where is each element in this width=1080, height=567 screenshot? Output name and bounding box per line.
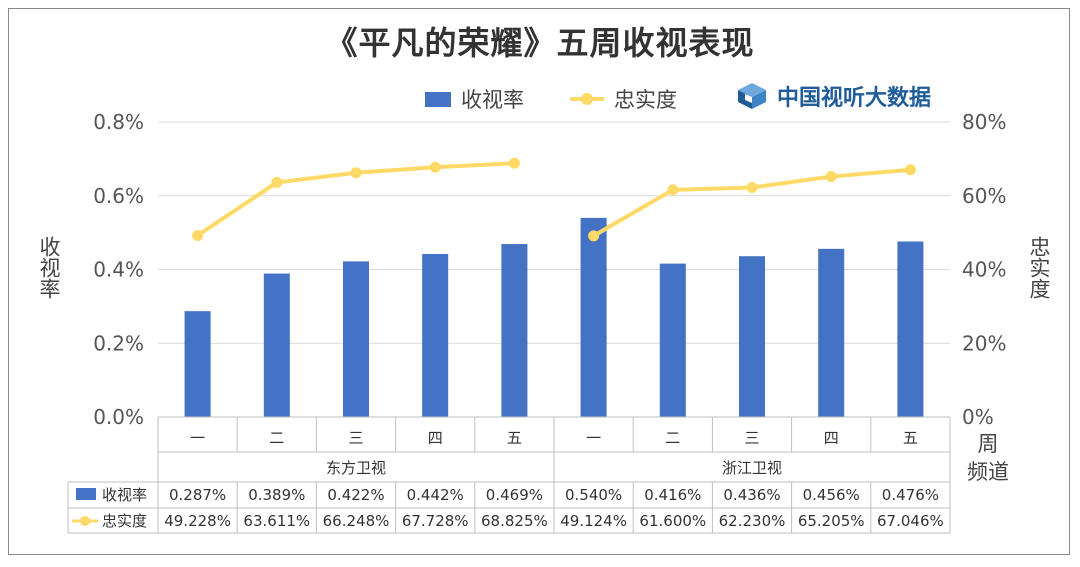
bar bbox=[263, 273, 290, 417]
line-value-label: 65.205% bbox=[798, 512, 865, 530]
chart-title: 《平凡的荣耀》五周收视表现 bbox=[325, 24, 755, 62]
line-point bbox=[271, 176, 283, 188]
series-line bbox=[592, 167, 911, 238]
category-label: 四 bbox=[824, 429, 839, 447]
category-label: 二 bbox=[269, 429, 284, 447]
cube-logo-icon bbox=[738, 83, 766, 109]
right-tick-label: 20% bbox=[962, 331, 1006, 355]
bar-value-label: 0.389% bbox=[248, 486, 305, 504]
line-point bbox=[667, 184, 679, 196]
logo-text: 中国视听大数据 bbox=[777, 85, 932, 111]
group-label: 浙江卫视 bbox=[722, 459, 782, 477]
line-value-label: 63.611% bbox=[243, 512, 310, 530]
line-value-label: 67.046% bbox=[877, 512, 944, 530]
channel-axis-label: 频道 bbox=[967, 460, 1009, 484]
bar bbox=[818, 248, 845, 417]
category-label: 四 bbox=[428, 429, 443, 447]
left-axis-title: 收视率 bbox=[37, 236, 61, 299]
legend-line-label: 忠实度 bbox=[614, 88, 677, 112]
bar bbox=[739, 256, 765, 417]
category-label: 五 bbox=[903, 429, 918, 447]
right-tick-label: 80% bbox=[962, 110, 1006, 134]
week-axis-label: 周 bbox=[978, 432, 999, 456]
bar-value-label: 0.442% bbox=[407, 486, 464, 504]
left-tick-label: 0.4% bbox=[93, 258, 144, 282]
left-tick-label: 0.0% bbox=[93, 405, 144, 429]
bar bbox=[659, 263, 686, 417]
bar bbox=[580, 217, 607, 417]
line-value-label: 67.728% bbox=[402, 512, 469, 530]
legend-bar-swatch bbox=[425, 91, 451, 107]
bar bbox=[501, 244, 528, 417]
category-label: 二 bbox=[665, 429, 680, 447]
table-bar-swatch bbox=[76, 488, 96, 500]
legend-bar-label: 收视率 bbox=[461, 88, 524, 112]
line-point bbox=[588, 230, 600, 242]
line-value-label: 49.124% bbox=[560, 512, 627, 530]
group-label: 东方卫视 bbox=[326, 459, 386, 477]
bar bbox=[184, 311, 211, 417]
bar-value-label: 0.416% bbox=[644, 486, 701, 504]
legend-line-swatch bbox=[570, 93, 604, 105]
table-row-header-bars: 收视率 bbox=[102, 486, 147, 504]
bar-value-label: 0.422% bbox=[327, 486, 384, 504]
right-tick-label: 0% bbox=[962, 405, 994, 429]
line-value-label: 61.600% bbox=[639, 512, 706, 530]
line-value-label: 66.248% bbox=[323, 512, 390, 530]
line-value-label: 68.825% bbox=[481, 512, 548, 530]
right-tick-label: 60% bbox=[962, 184, 1006, 208]
left-tick-label: 0.8% bbox=[93, 110, 144, 134]
bar-value-label: 0.476% bbox=[882, 486, 939, 504]
bar bbox=[343, 261, 369, 417]
bar-value-label: 0.287% bbox=[169, 486, 226, 504]
line-point bbox=[825, 171, 837, 183]
legend-item-line: 忠实度 bbox=[570, 84, 677, 114]
category-label: 一 bbox=[190, 429, 205, 447]
left-tick-label: 0.6% bbox=[93, 184, 144, 208]
category-label: 五 bbox=[507, 429, 522, 447]
bar bbox=[422, 254, 449, 417]
line-value-label: 49.228% bbox=[164, 512, 231, 530]
brand-logo: 中国视听大数据 bbox=[735, 80, 931, 112]
line-point bbox=[904, 164, 916, 176]
bar-value-label: 0.456% bbox=[803, 486, 860, 504]
line-point bbox=[508, 157, 520, 169]
left-tick-label: 0.2% bbox=[93, 331, 144, 355]
line-value-label: 62.230% bbox=[719, 512, 786, 530]
table-row-header-line: 忠实度 bbox=[102, 512, 147, 530]
line-point bbox=[429, 161, 441, 173]
category-label: 三 bbox=[744, 429, 759, 447]
line-point bbox=[350, 167, 362, 179]
bar bbox=[897, 241, 924, 417]
bar-value-label: 0.436% bbox=[723, 486, 780, 504]
category-label: 三 bbox=[348, 429, 363, 447]
bar-value-label: 0.540% bbox=[565, 486, 622, 504]
table-line-swatch-dot bbox=[80, 516, 90, 526]
right-axis-title: 忠实度 bbox=[1027, 236, 1051, 299]
bar-value-label: 0.469% bbox=[486, 486, 543, 504]
legend-item-bars: 收视率 bbox=[425, 84, 524, 114]
chart-frame bbox=[8, 8, 1070, 555]
category-label: 一 bbox=[586, 429, 601, 447]
line-point bbox=[746, 182, 758, 194]
line-point bbox=[192, 229, 204, 241]
right-tick-label: 40% bbox=[962, 258, 1006, 282]
